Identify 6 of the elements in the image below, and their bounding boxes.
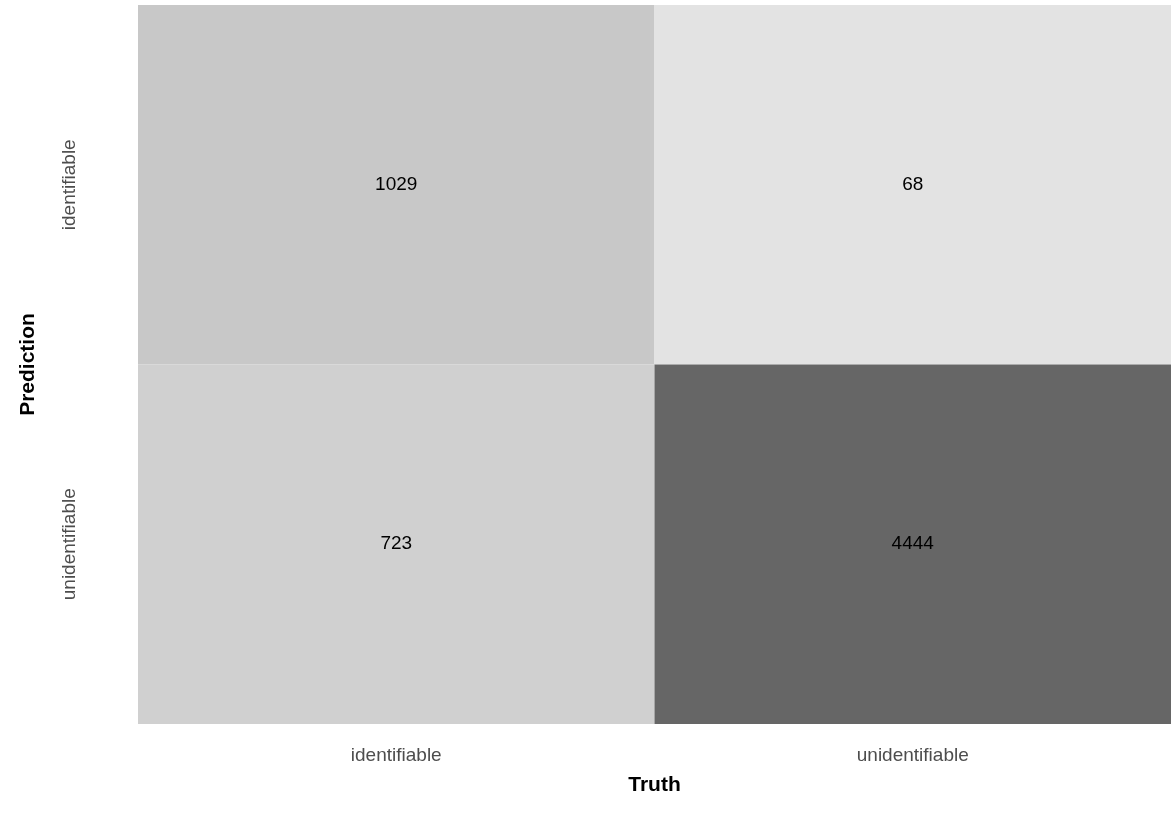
- data-label: 68: [902, 172, 924, 194]
- data-label: 1029: [375, 172, 418, 194]
- x-axis-title: Truth: [628, 771, 681, 795]
- data-label: 4444: [891, 532, 935, 554]
- y-axis-title: Prediction: [14, 313, 38, 416]
- data-label: 723: [380, 532, 413, 554]
